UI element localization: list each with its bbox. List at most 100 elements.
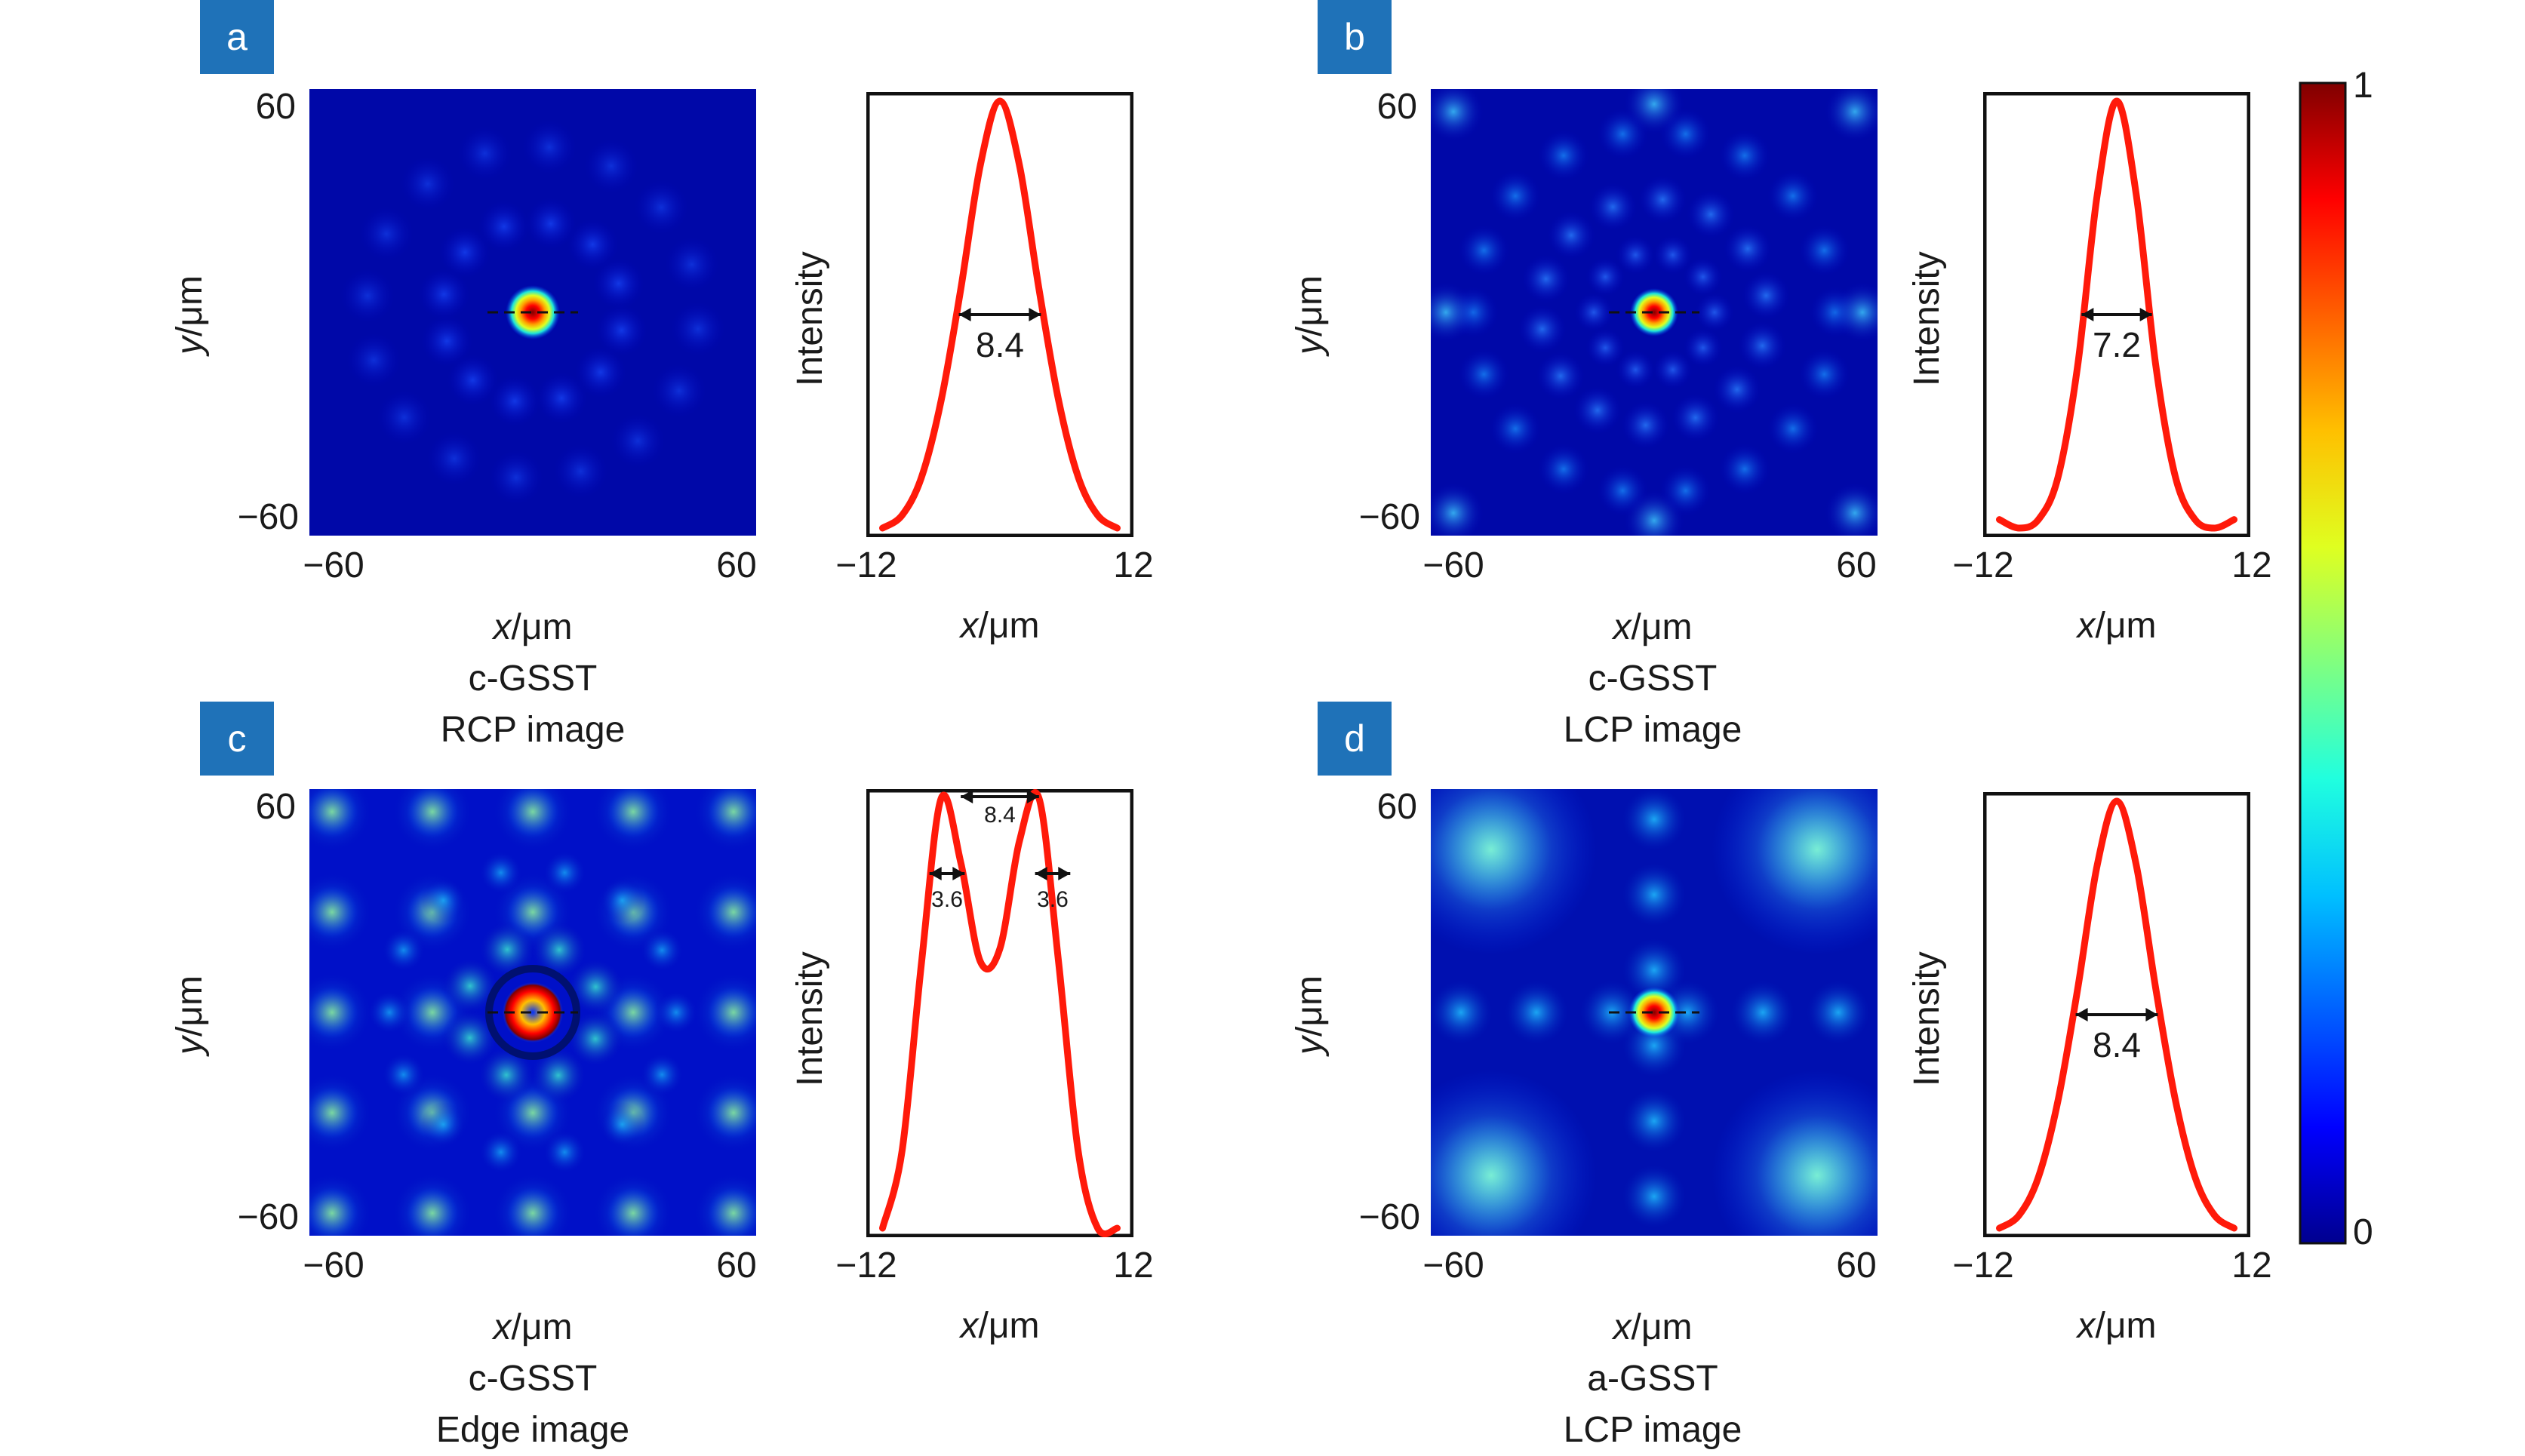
lattice-halo — [691, 970, 756, 1055]
ring-lobe — [1490, 403, 1542, 455]
fwhm-arrow-head-left — [958, 308, 971, 321]
ring-lobe — [1458, 349, 1510, 401]
ring-lobe — [599, 877, 645, 923]
panel-label-d: d — [1318, 702, 1392, 776]
right-width-arrow-head-left — [1035, 867, 1047, 880]
profile-y-label-d: Intensity — [1907, 951, 1947, 1086]
ring-lobe — [1585, 256, 1625, 296]
x-tick-left-d: −60 — [1422, 1246, 1484, 1286]
ring-lobe — [1616, 350, 1656, 390]
y-tick-top-d: 60 — [1376, 787, 1417, 827]
y-tick-top-b: 60 — [1376, 87, 1417, 127]
fwhm-value-label: 8.4 — [2093, 1025, 2141, 1064]
ring-lobe — [489, 375, 541, 427]
ring-lobe — [529, 1046, 587, 1104]
ring-lobe — [1538, 443, 1589, 495]
lattice-halo — [390, 789, 475, 854]
ring-lobe — [447, 354, 499, 406]
ring-lobe — [478, 1129, 524, 1175]
cross-lobe-horizontal — [1431, 981, 1493, 1044]
x-tick-left-b: −60 — [1422, 545, 1484, 585]
ring-lobe — [1458, 224, 1510, 276]
heatmap-a — [309, 89, 756, 536]
lattice-halo — [691, 1171, 756, 1236]
ring-lobe — [1536, 352, 1585, 401]
ring-lobe — [1798, 349, 1850, 401]
fwhm-arrow-head-right — [2145, 1008, 2158, 1021]
ring-lobe — [1653, 350, 1693, 390]
left-width-label: 3.6 — [931, 887, 963, 912]
lattice-halo — [491, 789, 575, 854]
intensity-curve — [1996, 97, 2237, 532]
edge-lobe — [1431, 483, 1484, 536]
y-tick-bottom-b: −60 — [1358, 497, 1420, 537]
ring-lobe — [478, 201, 530, 253]
profile-x-label-c: x/μm — [960, 1306, 1040, 1346]
ring-lobe — [592, 257, 644, 309]
fwhm-arrow-head-right — [1029, 308, 1041, 321]
profile-x-tick-right-c: 12 — [1113, 1246, 1154, 1286]
cross-lobe-vertical — [1622, 863, 1686, 926]
corner-core — [1431, 789, 1552, 910]
y-tick-bottom-d: −60 — [1358, 1197, 1420, 1237]
focal-spot — [1630, 288, 1678, 336]
right-width-arrow-head-right — [1058, 867, 1071, 880]
x-tick-left-a: −60 — [303, 545, 364, 585]
corner-core — [1757, 1115, 1878, 1236]
profile-y-label-c: Intensity — [790, 951, 830, 1086]
ring-lobe — [380, 1052, 426, 1098]
fwhm-value-label: 7.2 — [2093, 325, 2141, 364]
corner-core — [1431, 1115, 1552, 1236]
edge-lobe — [1825, 89, 1878, 142]
ring-lobe — [1538, 130, 1589, 182]
lattice-halo — [491, 1171, 575, 1236]
ring-lobe — [441, 957, 500, 1015]
cross-lobe-horizontal — [1731, 981, 1795, 1044]
ring-lobe — [664, 237, 719, 292]
ring-lobe — [478, 849, 524, 895]
profile-x-tick-left-c: −12 — [835, 1246, 897, 1286]
ring-lobe — [1490, 170, 1542, 222]
ring-lobe — [1547, 210, 1596, 260]
lattice-halo — [309, 970, 374, 1055]
profile-a: 8.4 — [866, 92, 1133, 537]
ring-lobe — [426, 431, 481, 486]
ring-lobe — [478, 920, 537, 978]
ring-lobe — [420, 877, 466, 923]
ring-lobe — [340, 269, 395, 324]
left-width-arrow-head-right — [952, 867, 965, 880]
ring-lobe — [574, 346, 626, 398]
ring-lobe — [1767, 170, 1819, 222]
ring-lobe — [400, 156, 455, 211]
edge-lobe — [1624, 490, 1684, 536]
cross-lobe-horizontal — [1505, 981, 1568, 1044]
ring-lobe — [1518, 305, 1567, 354]
ring-lobe — [1719, 130, 1770, 182]
cross-lobe-horizontal — [1807, 981, 1870, 1044]
focal-spot — [1628, 987, 1680, 1038]
ring-lobe — [489, 450, 544, 505]
x-tick-right-c: 60 — [716, 1246, 757, 1286]
intensity-curve — [1996, 797, 2237, 1232]
lattice-halo — [309, 1171, 374, 1236]
ring-lobe — [1712, 365, 1761, 414]
ring-lobe — [567, 219, 619, 271]
ring-lobe — [1616, 235, 1656, 275]
profile-x-tick-right-b: 12 — [2231, 545, 2272, 585]
profile-y-label-a: Intensity — [790, 251, 830, 386]
fwhm-arrow-head-left — [2075, 1008, 2088, 1021]
fwhm-arrow-head-right — [2139, 308, 2152, 321]
heatmap-b — [1431, 89, 1878, 536]
panel-label-a: a — [200, 0, 274, 74]
lattice-halo — [691, 1070, 756, 1155]
left-width-arrow-head-left — [929, 867, 942, 880]
ring-lobe — [1767, 403, 1819, 455]
profile-frame — [866, 789, 1133, 1237]
lattice-halo — [390, 1171, 475, 1236]
profile-x-label-a: x/μm — [960, 606, 1040, 646]
x-tick-left-c: −60 — [303, 1246, 364, 1286]
ring-lobe — [542, 1129, 588, 1175]
ring-lobe — [420, 1101, 466, 1147]
ring-lobe — [439, 226, 491, 278]
ring-lobe — [421, 315, 473, 367]
